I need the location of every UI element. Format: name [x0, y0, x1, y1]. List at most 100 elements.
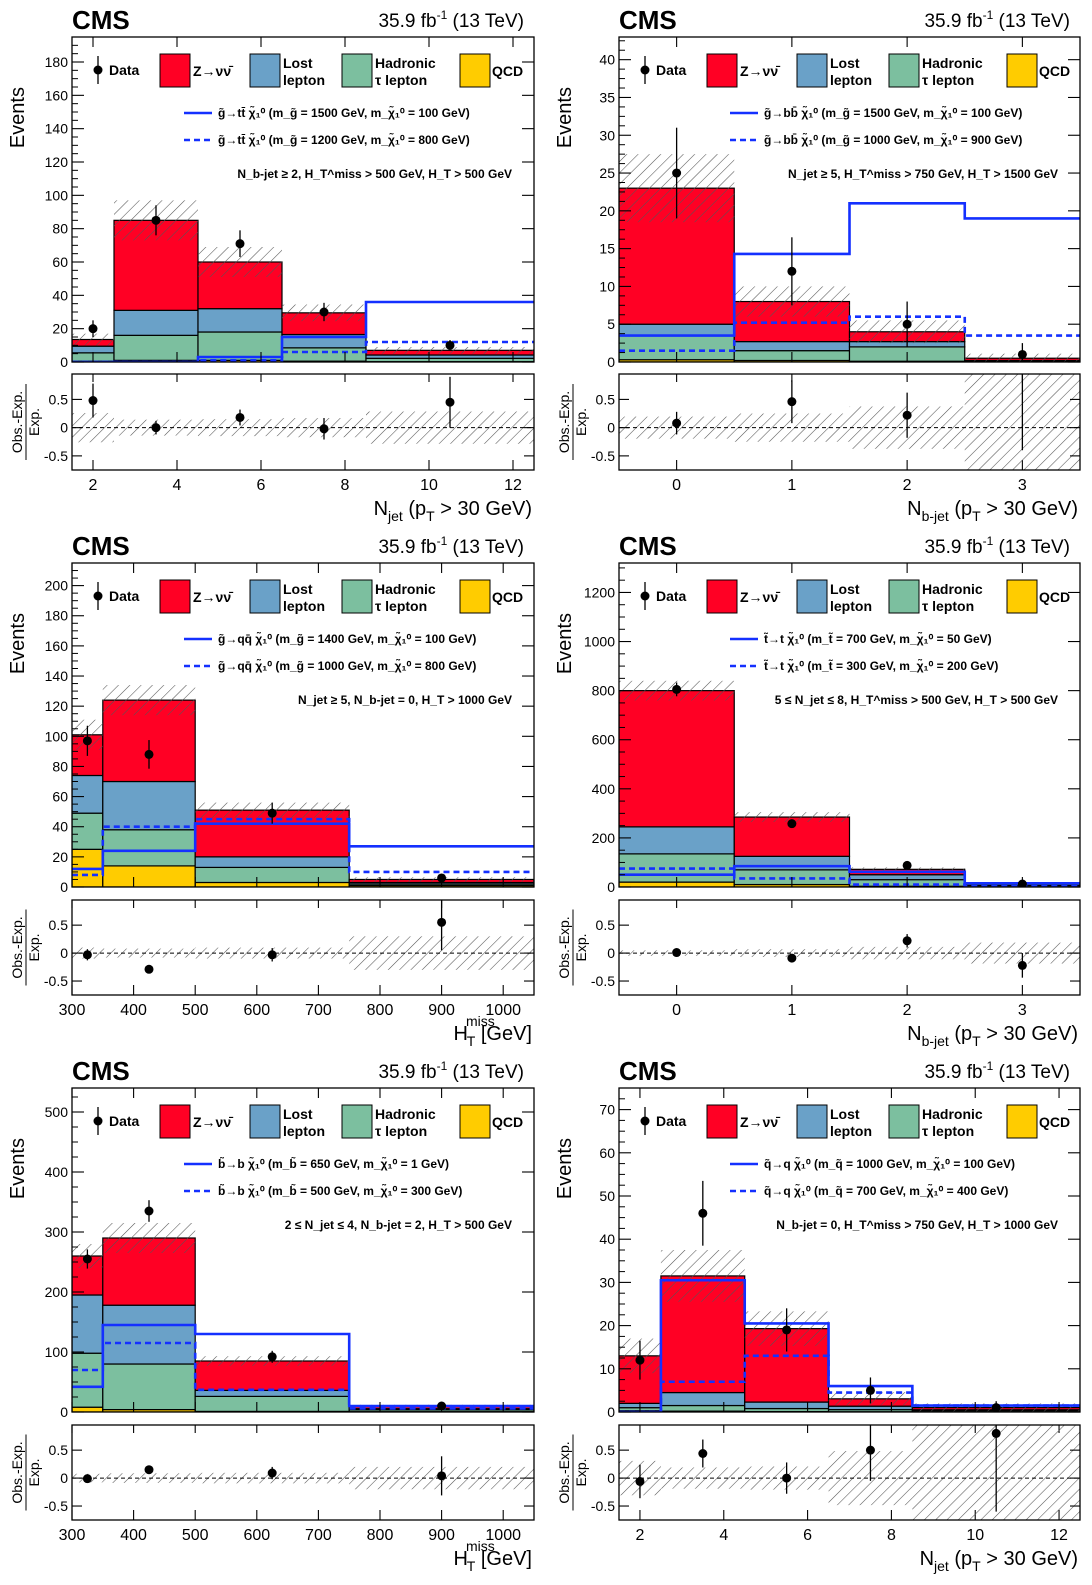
legend-swatch-znunu: [160, 580, 190, 613]
y-tick-label: 400: [592, 781, 616, 797]
stack-bar-lostlep: [661, 1393, 745, 1406]
legend-lostlep: Lost: [830, 55, 860, 71]
main-plot: [619, 128, 1080, 362]
y-tick-label: 80: [52, 221, 68, 237]
ratio-y-axis-label: Obs.-Exp.Exp.: [556, 1435, 589, 1511]
legend-signal-2: g̃→tt̄ χ̃₁⁰ (m_g̃ = 1200 GeV, m_χ̃₁⁰ = 8…: [218, 132, 470, 147]
legend-lostlep: lepton: [283, 72, 325, 88]
ratio-point: [152, 423, 161, 432]
x-tick-label: 6: [803, 1527, 812, 1544]
y-tick-label: 60: [52, 254, 68, 270]
legend-lostlep: Lost: [283, 55, 313, 71]
legend-lostlep: Lost: [830, 581, 860, 597]
main-plot: [72, 685, 534, 887]
ratio-point: [787, 954, 796, 963]
stack-bar-lostlep: [198, 309, 282, 332]
legend-qcd: QCD: [492, 63, 523, 79]
legend-signal-2: q̃→q χ̃₁⁰ (m_q̃ = 700 GeV, m_χ̃₁⁰ = 400 …: [764, 1183, 1008, 1198]
legend-swatch-qcd: [460, 580, 490, 613]
selection-label: N_b-jet ≥ 2, H_T^miss > 500 GeV, H_T > 5…: [237, 167, 512, 181]
legend-tau: Hadronic: [375, 55, 436, 71]
legend-swatch-lostlep: [250, 1105, 280, 1138]
ratio-point: [236, 413, 245, 422]
selection-label: N_jet ≥ 5, H_T^miss > 750 GeV, H_T > 150…: [788, 167, 1058, 181]
y-tick-label: 100: [45, 728, 69, 744]
ratio-label-num: Obs.-Exp.: [556, 391, 572, 453]
y-tick-label: 0: [607, 1404, 615, 1420]
x-tick-label: 700: [305, 1527, 332, 1544]
x-tick-label: 700: [305, 1002, 332, 1019]
legend-data-marker: [94, 592, 103, 601]
y-tick-label: 1200: [584, 584, 615, 600]
stack-bar-lostlep: [619, 324, 734, 335]
x-tick-label: 2: [89, 477, 98, 494]
y-tick-label: 80: [52, 758, 68, 774]
legend-swatch-tau: [342, 580, 372, 613]
legend-swatch-znunu: [707, 54, 737, 87]
legend-swatch-lostlep: [250, 54, 280, 87]
x-tick-label: 300: [59, 1527, 86, 1544]
legend-swatch-qcd: [1007, 580, 1037, 613]
x-tick-label: 2: [903, 477, 912, 494]
cms-label: CMS: [72, 531, 130, 561]
legend-swatch-qcd: [1007, 1105, 1037, 1138]
legend-tau: Hadronic: [375, 1106, 436, 1122]
legend-swatch-tau: [342, 1105, 372, 1138]
x-tick-label: 400: [120, 1002, 147, 1019]
ratio-plot: [72, 900, 534, 974]
y-tick-label: 50: [599, 1188, 615, 1204]
legend-signal-1: g̃→qq̄ χ̃₁⁰ (m_g̃ = 1400 GeV, m_χ̃₁⁰ = 1…: [218, 631, 476, 646]
ratio-point: [903, 411, 912, 420]
ratio-label-den: Exp.: [573, 1458, 589, 1486]
y-tick-label: 400: [45, 1164, 69, 1180]
x-tick-label: 12: [504, 477, 522, 494]
data-point: [268, 1352, 277, 1361]
ratio-y-axis-label: Obs.-Exp.Exp.: [9, 910, 42, 986]
x-tick-label: 2: [636, 1527, 645, 1544]
ratio-plot: [72, 377, 534, 444]
x-tick-label: 4: [173, 477, 182, 494]
cms-label: CMS: [72, 1056, 130, 1086]
ratio-y-tick-label: -0.5: [591, 973, 615, 989]
ratio-y-tick-label: 0.5: [49, 391, 69, 407]
y-tick-label: 35: [599, 89, 615, 105]
y-tick-label: 140: [45, 668, 69, 684]
stack-bar-tau: [72, 813, 103, 849]
legend-swatch-lostlep: [797, 54, 827, 87]
x-tick-label: 8: [887, 1527, 896, 1544]
x-tick-label: 2: [903, 1002, 912, 1019]
ratio-plot: [619, 374, 1080, 470]
legend-znunu: Z→νν̄: [740, 1114, 781, 1130]
stack-bar-lostlep: [734, 342, 849, 351]
legend-data: Data: [109, 62, 140, 78]
legend-data: Data: [109, 588, 140, 604]
stack-bar-tau: [282, 348, 366, 361]
y-tick-label: 40: [52, 287, 68, 303]
data-point: [635, 1356, 644, 1365]
ratio-y-tick-label: -0.5: [591, 448, 615, 464]
ratio-y-tick-label: 0.5: [596, 917, 616, 933]
x-tick-label: 6: [257, 477, 266, 494]
legend-tau: Hadronic: [375, 581, 436, 597]
y-tick-label: 5: [607, 316, 615, 332]
legend-signal-2: g̃→bb̄ χ̃₁⁰ (m_g̃ = 1000 GeV, m_χ̃₁⁰ = 9…: [764, 132, 1022, 147]
data-point: [83, 736, 92, 745]
ratio-label-den: Exp.: [26, 1458, 42, 1486]
x-tick-label: 1: [787, 477, 796, 494]
legend-signal-1: g̃→tt̄ χ̃₁⁰ (m_g̃ = 1500 GeV, m_χ̃₁⁰ = 1…: [218, 105, 470, 120]
ratio-y-tick-label: 0: [60, 945, 68, 961]
ratio-y-tick-label: 0.5: [49, 917, 69, 933]
ratio-y-tick-label: 0: [607, 945, 615, 961]
legend-data-marker: [641, 66, 650, 75]
y-tick-label: 10: [599, 1361, 615, 1377]
y-tick-label: 200: [592, 830, 616, 846]
data-point: [672, 169, 681, 178]
legend-lostlep: Lost: [283, 1106, 313, 1122]
legend-tau: Hadronic: [922, 1106, 983, 1122]
ratio-point: [635, 1477, 644, 1486]
